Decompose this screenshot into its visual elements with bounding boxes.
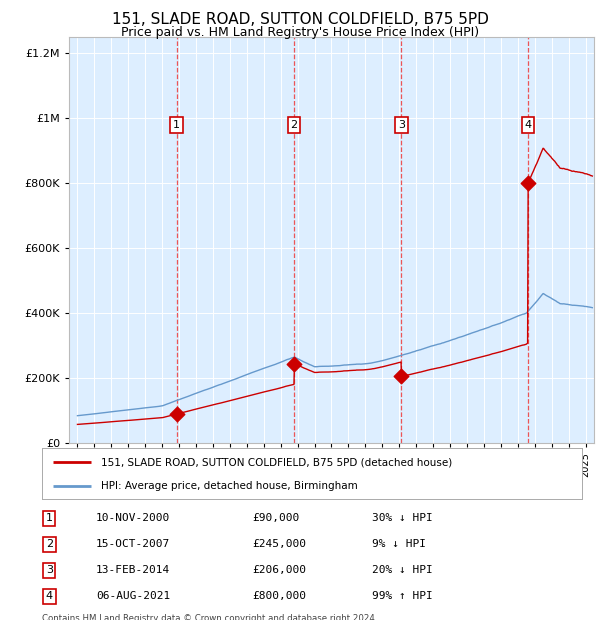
Text: 2: 2 <box>46 539 53 549</box>
Text: 151, SLADE ROAD, SUTTON COLDFIELD, B75 5PD (detached house): 151, SLADE ROAD, SUTTON COLDFIELD, B75 5… <box>101 458 452 467</box>
Text: 06-AUG-2021: 06-AUG-2021 <box>96 591 170 601</box>
Text: 2: 2 <box>290 120 298 130</box>
Point <box>172 409 182 419</box>
Point <box>397 371 406 381</box>
Text: 10-NOV-2000: 10-NOV-2000 <box>96 513 170 523</box>
Text: 20% ↓ HPI: 20% ↓ HPI <box>372 565 433 575</box>
Text: Contains HM Land Registry data © Crown copyright and database right 2024.
This d: Contains HM Land Registry data © Crown c… <box>42 614 377 620</box>
Text: 13-FEB-2014: 13-FEB-2014 <box>96 565 170 575</box>
Point <box>523 179 533 188</box>
Text: 4: 4 <box>46 591 53 601</box>
Text: £206,000: £206,000 <box>252 565 306 575</box>
Text: Price paid vs. HM Land Registry's House Price Index (HPI): Price paid vs. HM Land Registry's House … <box>121 26 479 39</box>
Text: 15-OCT-2007: 15-OCT-2007 <box>96 539 170 549</box>
Text: £245,000: £245,000 <box>252 539 306 549</box>
Text: 3: 3 <box>46 565 53 575</box>
Point <box>289 359 299 369</box>
Text: 99% ↑ HPI: 99% ↑ HPI <box>372 591 433 601</box>
Text: 9% ↓ HPI: 9% ↓ HPI <box>372 539 426 549</box>
Text: £90,000: £90,000 <box>252 513 299 523</box>
Text: HPI: Average price, detached house, Birmingham: HPI: Average price, detached house, Birm… <box>101 481 358 492</box>
Text: 30% ↓ HPI: 30% ↓ HPI <box>372 513 433 523</box>
Text: 4: 4 <box>524 120 532 130</box>
Text: 3: 3 <box>398 120 405 130</box>
Text: 1: 1 <box>173 120 180 130</box>
Text: 151, SLADE ROAD, SUTTON COLDFIELD, B75 5PD: 151, SLADE ROAD, SUTTON COLDFIELD, B75 5… <box>112 12 488 27</box>
Text: 1: 1 <box>46 513 53 523</box>
Text: £800,000: £800,000 <box>252 591 306 601</box>
